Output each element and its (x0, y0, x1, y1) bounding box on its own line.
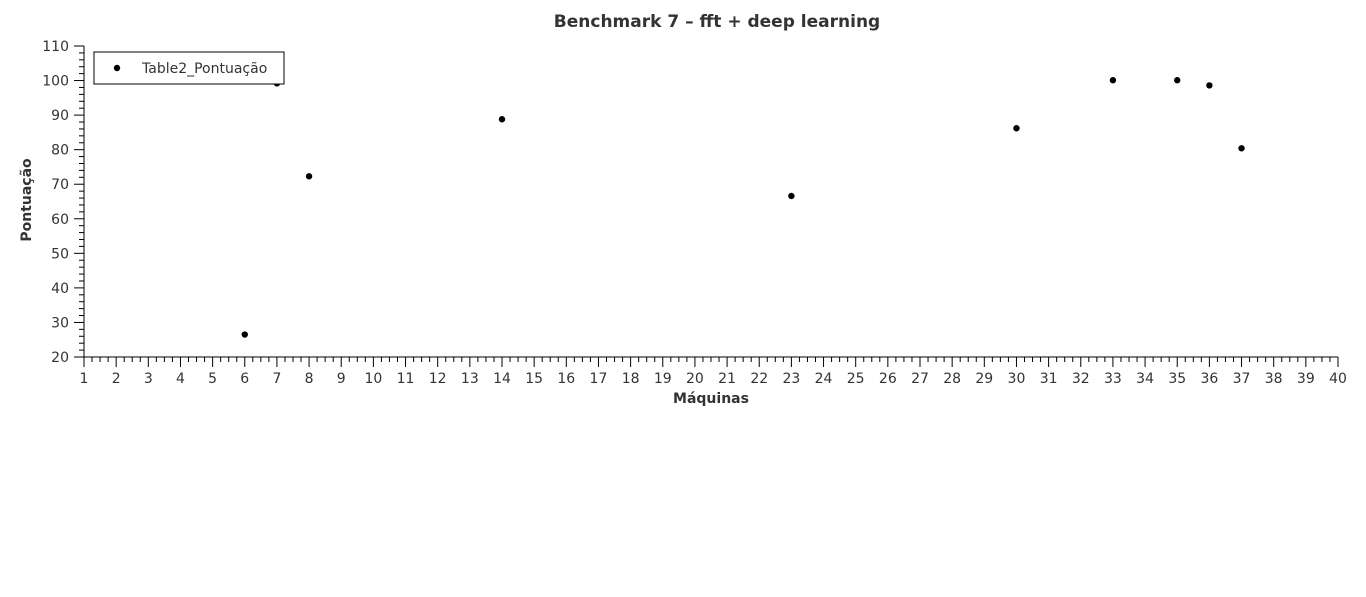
data-point (1109, 77, 1117, 84)
data-point (1238, 145, 1245, 152)
x-axis-title: Máquinas (673, 391, 749, 407)
x-tick-label: 35 (1168, 371, 1186, 387)
x-tick-label: 11 (397, 371, 415, 387)
y-tick-label: 50 (51, 246, 69, 262)
x-tick-label: 33 (1104, 371, 1122, 387)
x-tick-label: 39 (1297, 371, 1315, 387)
data-point (1174, 77, 1181, 84)
data-points (241, 77, 1245, 338)
data-point (1013, 125, 1020, 132)
x-tick-label: 8 (305, 371, 314, 387)
x-tick-label: 16 (557, 371, 575, 387)
y-axis: 20 30 40 50 60 70 80 90 100 110 (42, 39, 85, 366)
x-tick-label: 7 (272, 371, 281, 387)
x-tick-label: 28 (943, 371, 961, 387)
x-tick-label: 4 (176, 371, 185, 387)
x-tick-label: 31 (1040, 371, 1058, 387)
x-tick-label: 19 (654, 371, 672, 387)
x-tick-label: 34 (1136, 371, 1154, 387)
y-tick-label: 20 (51, 350, 69, 366)
x-tick-label: 9 (337, 371, 346, 387)
x-tick-label: 14 (493, 371, 511, 387)
legend-box (93, 51, 285, 85)
x-tick-label: 6 (240, 371, 249, 387)
x-tick-label: 23 (782, 371, 800, 387)
x-tick-label: 21 (718, 371, 736, 387)
x-tick-label: 29 (975, 371, 993, 387)
y-tick-label: 70 (51, 177, 69, 193)
x-tick-label: 37 (1233, 371, 1251, 387)
y-tick-label: 90 (51, 108, 69, 124)
x-tick-label: 38 (1265, 371, 1283, 387)
y-tick-label: 100 (42, 74, 69, 90)
y-tick-label: 60 (51, 212, 69, 228)
x-tick-label: 27 (911, 371, 929, 387)
y-tick-label: 80 (51, 143, 69, 159)
x-tick-label: 24 (815, 371, 833, 387)
x-tick-label: 36 (1200, 371, 1218, 387)
y-tick-label: 40 (51, 281, 69, 297)
x-tick-label: 18 (622, 371, 640, 387)
legend: Table2_Pontuação (93, 51, 285, 85)
x-tick-label: 32 (1072, 371, 1090, 387)
chart-title: Benchmark 7 – fft + deep learning (554, 12, 880, 32)
y-tick-label: 30 (51, 315, 69, 331)
x-tick-label: 1 (80, 371, 89, 387)
data-point (498, 116, 506, 123)
x-tick-label: 25 (847, 371, 865, 387)
data-point (1206, 82, 1213, 89)
x-tick-label: 17 (590, 371, 608, 387)
x-tick-label: 2 (112, 371, 121, 387)
x-tick-label: 22 (750, 371, 768, 387)
x-tick-label: 10 (364, 371, 382, 387)
x-tick-label: 30 (1008, 371, 1026, 387)
x-tick-label: 20 (686, 371, 704, 387)
x-tick-label: 12 (429, 371, 447, 387)
x-tick-label: 5 (208, 371, 217, 387)
y-axis-title: Pontuação (19, 158, 35, 242)
x-tick-label: 3 (144, 371, 153, 387)
x-tick-label: 15 (525, 371, 543, 387)
x-tick-label: 13 (461, 371, 479, 387)
x-axis: 1 2 3 4 5 6 7 8 9 10 11 12 13 14 15 16 17 18 19 20 21 22 23 24 2… (80, 356, 1347, 387)
legend-marker (113, 64, 121, 72)
y-tick-label: 110 (42, 39, 69, 55)
data-point (241, 331, 248, 338)
legend-label: Table2_Pontuação (141, 61, 267, 77)
x-tick-label: 40 (1329, 371, 1347, 387)
data-point (305, 173, 313, 180)
x-tick-label: 26 (879, 371, 897, 387)
data-point (788, 192, 795, 200)
